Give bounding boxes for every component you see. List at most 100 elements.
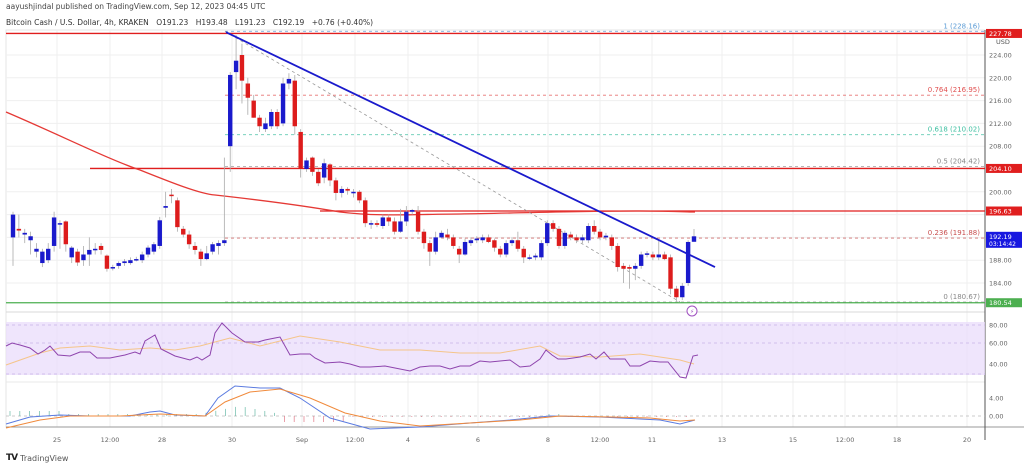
candle-body (81, 254, 86, 261)
candle-body (580, 237, 585, 241)
price-badge-label: 204.10 (989, 165, 1012, 173)
price-tick: 212.00 (989, 120, 1012, 128)
fib-level-label: 0.236 (191.88) (928, 229, 980, 237)
candle-body (327, 164, 333, 181)
candle-body (216, 243, 221, 246)
candle-body (574, 237, 579, 241)
candle-body (263, 123, 268, 130)
candle-body (404, 211, 409, 222)
candle-body (474, 238, 479, 241)
publisher-line: aayushjindal published on TradingView.co… (6, 2, 266, 11)
candle-body (222, 240, 227, 244)
alert-lightning-icon[interactable] (686, 305, 698, 317)
candle-body (339, 188, 344, 193)
candle-body (63, 221, 69, 245)
candle-body (621, 265, 626, 269)
candle-body (492, 240, 497, 248)
candle-body (233, 60, 239, 73)
time-tick: 25 (53, 436, 61, 444)
candle-body (357, 191, 362, 201)
macd-tick: 4.00 (989, 395, 1003, 403)
candle-body (239, 55, 245, 81)
symbol-name[interactable]: Bitcoin Cash / U.S. Dollar, 4h, KRAKEN (6, 18, 149, 27)
fib-level-label: 0 (180.67) (943, 293, 980, 301)
time-tick: 11 (648, 436, 656, 444)
fib-trend-connector (224, 30, 681, 303)
price-tick: 200.00 (989, 188, 1012, 196)
time-tick: 12:00 (101, 436, 120, 444)
rsi-tick: 80.00 (989, 322, 1008, 330)
time-tick: 6 (476, 436, 480, 444)
candle-body (139, 254, 145, 261)
candle-body (433, 237, 438, 252)
candle-body (163, 206, 168, 208)
candle-body (298, 131, 303, 169)
candle-body (615, 245, 620, 268)
candle-body (110, 267, 116, 269)
candle-body (503, 243, 509, 255)
candle-body (286, 78, 292, 84)
candle-body (321, 163, 327, 178)
candle-body (175, 200, 180, 228)
candle-body (98, 245, 104, 250)
price-badge-label: 196.63 (989, 208, 1012, 216)
candle-body (40, 251, 45, 264)
price-tick: 188.00 (989, 257, 1012, 265)
macd-signal-line (5, 388, 696, 429)
candle-body (75, 251, 80, 263)
candle-body (456, 248, 462, 255)
candle-body (274, 112, 280, 127)
candle-body (374, 223, 380, 225)
price-tick: 224.00 (989, 52, 1012, 60)
candle-body (69, 247, 74, 258)
candle-body (462, 241, 468, 255)
time-tick: 12:00 (346, 436, 365, 444)
candle-body (16, 228, 22, 231)
candle-body (333, 180, 339, 193)
candle-body (533, 255, 538, 258)
candle-body (204, 253, 209, 260)
candle-body (674, 288, 679, 298)
candle-body (257, 117, 262, 127)
candle-body (145, 247, 151, 255)
candle-body (28, 236, 33, 241)
descending-trendline[interactable] (225, 31, 716, 268)
candle-body (410, 210, 415, 212)
candle-body (668, 257, 673, 289)
ohlc-open: O191.23 (156, 18, 189, 27)
symbol-legend: Bitcoin Cash / U.S. Dollar, 4h, KRAKEN O… (6, 18, 378, 30)
candle-body (498, 248, 503, 255)
ohlc-low: L191.23 (235, 18, 266, 27)
candle-body (92, 248, 98, 251)
candle-body (57, 223, 63, 225)
candle-body (609, 237, 615, 246)
candle-body (280, 83, 286, 124)
macd-tick: 0.00 (989, 413, 1003, 421)
candle-body (34, 248, 39, 252)
time-tick: 4 (406, 436, 410, 444)
candle-body (468, 240, 474, 244)
candle-body (157, 220, 162, 246)
time-tick: Sep (296, 436, 308, 444)
candle-body (304, 160, 309, 169)
candle-body (539, 243, 544, 258)
candle-body (392, 221, 397, 232)
candle-body (363, 200, 368, 224)
candle-body (87, 249, 92, 255)
price-badge (986, 298, 1022, 308)
candle-body (192, 245, 198, 250)
price-badge-label: 192.19 (989, 233, 1012, 241)
candle-body (134, 259, 139, 261)
candle-body (662, 254, 667, 260)
ohlc-high: H193.48 (195, 18, 228, 27)
price-tick: 220.00 (989, 74, 1012, 82)
time-tick: 8 (546, 436, 550, 444)
price-badge (986, 28, 1022, 38)
candle-body (245, 83, 251, 98)
ohlc-close: C192.19 (272, 18, 305, 27)
tradingview-logo[interactable]: TV TradingView (6, 453, 68, 463)
candle-body (116, 263, 121, 266)
candle-body (169, 194, 174, 197)
candle-body (627, 267, 632, 269)
